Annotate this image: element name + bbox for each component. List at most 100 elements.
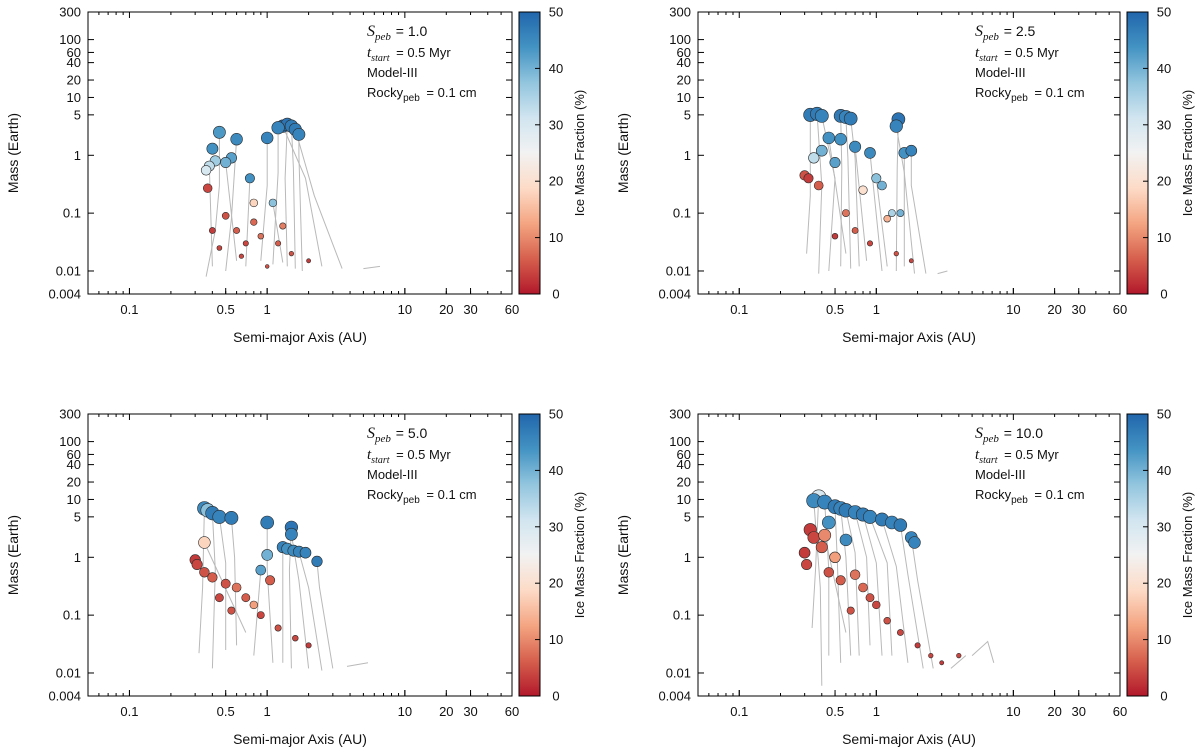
growth-track xyxy=(910,537,934,669)
planet-point xyxy=(897,629,904,636)
colorbar-tick-label: 0 xyxy=(1160,689,1167,704)
planet-point xyxy=(233,227,240,234)
planet-point xyxy=(883,215,891,223)
y-tick-label: 1 xyxy=(74,148,81,163)
planet-point xyxy=(242,240,249,247)
annotation-model: Model-III xyxy=(367,467,418,482)
planet-point xyxy=(260,515,275,530)
planet-point xyxy=(265,575,276,586)
growth-track xyxy=(869,516,893,656)
growth-track xyxy=(288,527,292,669)
planet-point xyxy=(191,558,203,570)
planet-point xyxy=(893,251,899,257)
annotation-rocky: Rockypeb = 0.1 cm xyxy=(975,487,1085,506)
growth-track xyxy=(294,129,343,269)
annotation-speb: Speb = 1.0 xyxy=(367,23,428,43)
panel-2: 0.1 0.5 1 10 20 30 600.0040.010.11510204060100… xyxy=(615,5,1195,346)
planet-point xyxy=(208,227,216,234)
annotation-model: Model-III xyxy=(975,65,1026,80)
x-tick-label: 0.1 xyxy=(730,302,748,317)
growth-track xyxy=(284,124,288,267)
planet-point xyxy=(807,531,821,544)
annotation-rocky: Rockypeb = 0.1 cm xyxy=(367,487,477,506)
colorbar-label: Ice Mass Fraction (%) xyxy=(572,492,587,618)
y-tick-label: 0.004 xyxy=(658,689,691,704)
y-tick-label: 1 xyxy=(74,550,81,565)
colorbar-tick-label: 40 xyxy=(1157,61,1171,76)
growth-track xyxy=(910,150,927,274)
colorbar-tick-label: 30 xyxy=(549,519,563,534)
x-tick-label: 60 xyxy=(505,704,519,719)
growth-track xyxy=(208,166,213,267)
growth-track xyxy=(218,516,227,650)
planet-point xyxy=(823,567,834,578)
y-tick-label: 0.01 xyxy=(56,665,81,680)
y-tick-label: 0.004 xyxy=(658,287,691,302)
panel-4: 0.1 0.5 1 10 20 30 600.0040.010.11510204060100… xyxy=(615,407,1195,748)
planet-point xyxy=(255,564,267,576)
colorbar-label: Ice Mass Fraction (%) xyxy=(1180,492,1195,618)
colorbar-tick-label: 30 xyxy=(1157,117,1171,132)
colorbar xyxy=(518,11,541,295)
planet-point xyxy=(839,533,853,547)
growth-track xyxy=(854,512,871,646)
colorbar-tick-label: 0 xyxy=(1160,287,1167,302)
y-tick-label: 60 xyxy=(67,45,81,60)
growth-track xyxy=(899,525,924,669)
planet-point xyxy=(914,642,921,649)
growth-track xyxy=(266,522,274,663)
x-tick-label: 30 xyxy=(463,302,477,317)
growth-track xyxy=(298,551,323,671)
colorbar-tick-label: 20 xyxy=(1157,174,1171,189)
colorbar-tick-label: 50 xyxy=(549,5,563,20)
planet-point xyxy=(250,218,258,226)
annotation-rocky: Rockypeb = 0.1 cm xyxy=(975,85,1085,104)
planet-point xyxy=(257,233,264,240)
growth-track xyxy=(245,178,251,267)
y-tick-label: 300 xyxy=(59,407,81,422)
y-tick-label: 300 xyxy=(669,5,691,20)
y-tick-label: 0.01 xyxy=(666,263,691,278)
colorbar-tick-label: 40 xyxy=(549,463,563,478)
y-tick-label: 100 xyxy=(669,434,691,449)
planet-point xyxy=(814,109,829,123)
x-tick-label: 60 xyxy=(505,302,519,317)
growth-track xyxy=(316,561,334,669)
growth-track xyxy=(854,146,868,261)
planet-point xyxy=(896,209,905,217)
x-axis-label: Semi-major Axis (AU) xyxy=(233,329,367,345)
y-tick-label: 40 xyxy=(677,457,691,472)
annotation-model: Model-III xyxy=(367,65,418,80)
x-tick-label: 0.5 xyxy=(826,704,844,719)
colorbar-tick-label: 10 xyxy=(1157,230,1171,245)
planet-point xyxy=(249,600,259,610)
y-tick-label: 10 xyxy=(677,492,691,507)
y-tick-label: 5 xyxy=(684,107,691,122)
growth-track xyxy=(363,265,381,270)
planet-point xyxy=(265,264,270,269)
colorbar-tick-label: 0 xyxy=(552,287,559,302)
planet-point xyxy=(231,582,242,593)
colorbar-tick-label: 10 xyxy=(1157,632,1171,647)
growth-track xyxy=(806,114,811,254)
planet-point xyxy=(230,133,243,146)
planet-point xyxy=(206,142,219,155)
y-axis-label: Mass (Earth) xyxy=(615,113,631,193)
y-axis-label: Mass (Earth) xyxy=(5,515,21,595)
y-tick-label: 20 xyxy=(67,475,81,490)
planet-point xyxy=(284,527,298,541)
y-tick-label: 100 xyxy=(59,32,81,47)
x-tick-label: 0.5 xyxy=(217,704,235,719)
planet-point xyxy=(829,551,841,563)
colorbar-label: Ice Mass Fraction (%) xyxy=(572,90,587,216)
planet-point xyxy=(299,546,312,559)
planet-point xyxy=(834,133,847,146)
planet-point xyxy=(224,511,239,525)
y-tick-label: 0.1 xyxy=(63,608,81,623)
y-tick-label: 300 xyxy=(59,5,81,20)
y-tick-label: 100 xyxy=(59,434,81,449)
x-tick-label: 10 xyxy=(398,302,412,317)
y-tick-label: 10 xyxy=(67,492,81,507)
plot-frame xyxy=(87,11,513,295)
